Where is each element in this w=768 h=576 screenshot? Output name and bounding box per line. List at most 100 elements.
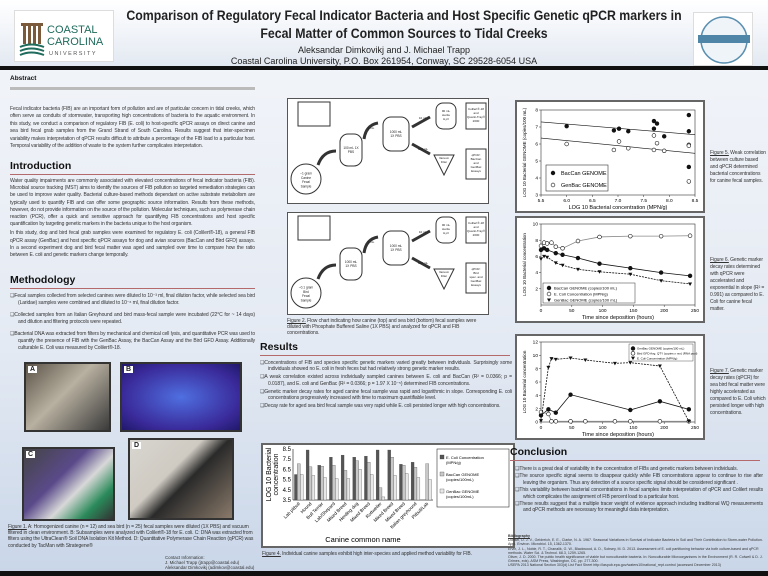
sample-node [290, 163, 322, 195]
filter-node [433, 154, 455, 177]
bar [428, 479, 432, 501]
data-point [547, 298, 551, 302]
bar [367, 462, 371, 501]
data-point [553, 419, 558, 424]
introduction-heading: Introduction [10, 160, 255, 175]
caption-text: Weak correlation between culture based a… [710, 150, 766, 184]
method-bullet: Fecal samples collected from selected ca… [10, 293, 255, 308]
series-line [540, 394, 689, 416]
container-3 [435, 102, 457, 130]
data-point [545, 255, 550, 260]
data-point [628, 265, 633, 271]
conclusion-bullet: These results suggest that a multiple tr… [515, 501, 763, 514]
data-point [550, 170, 556, 176]
data-point [568, 419, 573, 424]
result-box-culture [465, 216, 487, 244]
method-bullet: Collected samples from an Italian Greyho… [10, 312, 255, 327]
data-point [657, 364, 662, 368]
result-label: 2000 [473, 119, 480, 123]
bibliography: Bibliography Donsel, D. J. V., Geldreich… [508, 534, 766, 568]
aliquot-label: 1 mL [368, 240, 375, 244]
bar [343, 470, 348, 501]
flowchart-bird: ~0.1 gram Bird Fecal Sample 1000 mL 1X PBS 1 m… [287, 212, 489, 315]
bar [355, 460, 359, 501]
result-label: Quanti-Tray® [467, 229, 486, 233]
filter-label: Vacuum [439, 156, 450, 160]
bar [375, 449, 380, 501]
legend-swatch [439, 488, 445, 494]
bar [364, 455, 368, 501]
data-point [560, 263, 565, 268]
data-point [553, 357, 558, 362]
bar [416, 477, 421, 501]
sample-label: Canine [301, 176, 311, 180]
contact-email[interactable]: J. Michael Trapp (jtrapp@coastal.edu) [165, 559, 240, 565]
x-tick-label: 8.5 [692, 198, 699, 204]
y-axis-label: LOG 10 Bacterial GENOME (copies/100 mL) [522, 107, 527, 197]
data-point [560, 252, 565, 257]
data-point [657, 419, 663, 424]
legend-label: (copies/100mL) [446, 494, 474, 499]
data-point [549, 357, 554, 361]
container-3 [435, 216, 457, 244]
container-label: 100 mL 1X [343, 146, 359, 150]
sample-label: ~0.1 gram [299, 286, 314, 290]
container-label: 1000 mL [345, 260, 358, 264]
bar [300, 474, 304, 501]
affiliation: Coastal Carolina University, P.O. Box 26… [230, 56, 538, 66]
result-label: qPCR: [472, 267, 481, 271]
sample-label: Sample [301, 298, 312, 302]
y-tick-label: 0 [535, 420, 538, 426]
y-tick-label: 7.5 [283, 457, 292, 463]
data-point [628, 361, 633, 365]
data-point [564, 141, 569, 147]
result-bullet: Genetic marker decay rates for aged cani… [260, 389, 512, 402]
legend [542, 282, 636, 304]
data-point [583, 419, 588, 424]
photo-filtering: A [24, 362, 111, 432]
figure6-chart: 0 50 100 150 200 250 2 4 6 8 10 Time since depositi… [515, 216, 705, 323]
intro-paragraph: In this study, dog and bird fecal grab s… [10, 230, 255, 259]
data-point [628, 419, 633, 424]
bar [311, 475, 316, 501]
result-label: and [473, 225, 478, 229]
bar [320, 466, 324, 501]
x-tick-label: 8.0 [666, 198, 673, 204]
x-axis-label: Time since deposition (hours) [582, 432, 654, 438]
legend-label: E. Coli Concentration (MPN/g) [554, 292, 608, 297]
legend-label: (copies/100mL) [446, 477, 474, 482]
data-point [553, 410, 558, 415]
data-point [687, 273, 693, 279]
container-label: 1X PBS [390, 134, 401, 138]
caption-text: Genetic marker decay rates determined wi… [710, 257, 765, 312]
y-tick-label: 4 [535, 270, 538, 276]
data-point [549, 419, 554, 424]
bar [346, 478, 351, 501]
y-tick-label: 10 [533, 353, 539, 359]
bar [370, 474, 374, 501]
arrow [362, 235, 379, 254]
data-point [549, 240, 554, 245]
data-point [612, 419, 618, 424]
arrow [411, 256, 431, 270]
arrow [362, 121, 379, 140]
marine-wetland-center-seal [693, 12, 753, 66]
contact-email[interactable]: Aleksandar Dimkovikj (adimkov@coastal.ed… [165, 564, 255, 570]
panel-label: D [132, 442, 142, 449]
y-axis-label: LOG 10 Bacterial [266, 447, 273, 501]
svg-text:UNIVERSITY: UNIVERSITY [49, 51, 97, 57]
x-axis-label: Canine common name [325, 535, 400, 544]
data-point [564, 123, 569, 129]
data-point [658, 270, 664, 275]
series-line [540, 357, 690, 422]
data-point [612, 361, 617, 366]
bar [399, 464, 403, 501]
figure4-caption: Figure 4. Individual canine samples exhi… [262, 551, 512, 557]
legend-label: GenBac GENOME (copies/100 mL) [554, 298, 618, 303]
x-tick-label: 200 [660, 425, 668, 431]
bib-entry[interactable]: USEPA 2013 National Section 303(d) List … [508, 563, 721, 568]
container-label: 90 mL [442, 223, 451, 227]
conclusion-bullet: This variability between bacterial conce… [515, 487, 763, 500]
